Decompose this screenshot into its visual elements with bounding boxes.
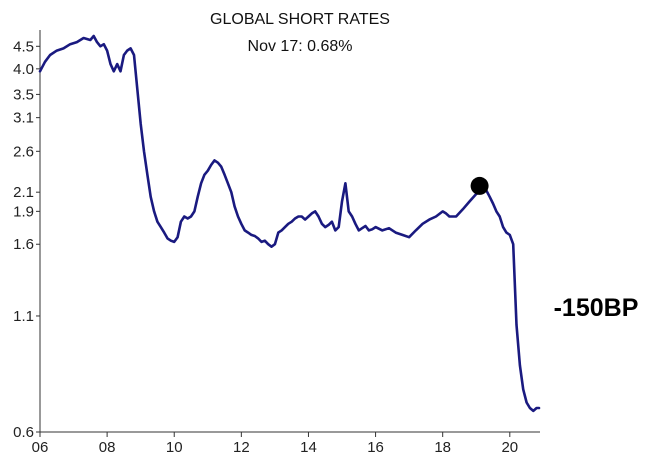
y-tick-label: 2.1 (13, 184, 34, 201)
x-tick-label: 10 (166, 439, 183, 456)
x-tick-label: 12 (233, 439, 250, 456)
y-tick-label: 1.1 (13, 308, 34, 325)
x-tick-label: 06 (32, 439, 49, 456)
y-tick-label: 3.5 (13, 86, 34, 103)
change-annotation: -150BP (554, 294, 639, 322)
x-tick-label: 08 (99, 439, 116, 456)
x-tick-label: 20 (501, 439, 518, 456)
series-line (38, 34, 541, 413)
y-tick-label: 1.6 (13, 236, 34, 253)
y-tick-label: 2.6 (13, 143, 34, 160)
plot-area (38, 34, 541, 413)
y-tick-label: 1.9 (13, 203, 34, 220)
y-tick-label: 3.1 (13, 110, 34, 127)
x-tick-label: 14 (300, 439, 317, 456)
y-tick-label: 0.6 (13, 424, 34, 441)
y-tick-label: 4.5 (13, 38, 34, 55)
chart-title: GLOBAL SHORT RATES (210, 11, 390, 28)
x-tick-label: 16 (367, 439, 384, 456)
x-tick-label: 18 (434, 439, 451, 456)
axes: 0.6 1.1 1.6 1.9 2.1 2.6 3.1 3.5 4.0 4.5 06 08 10 12 14… (13, 30, 540, 456)
marker-point (470, 176, 489, 195)
chart-subtitle: Nov 17: 0.68% (248, 38, 353, 55)
y-tick-label: 4.0 (13, 61, 34, 78)
